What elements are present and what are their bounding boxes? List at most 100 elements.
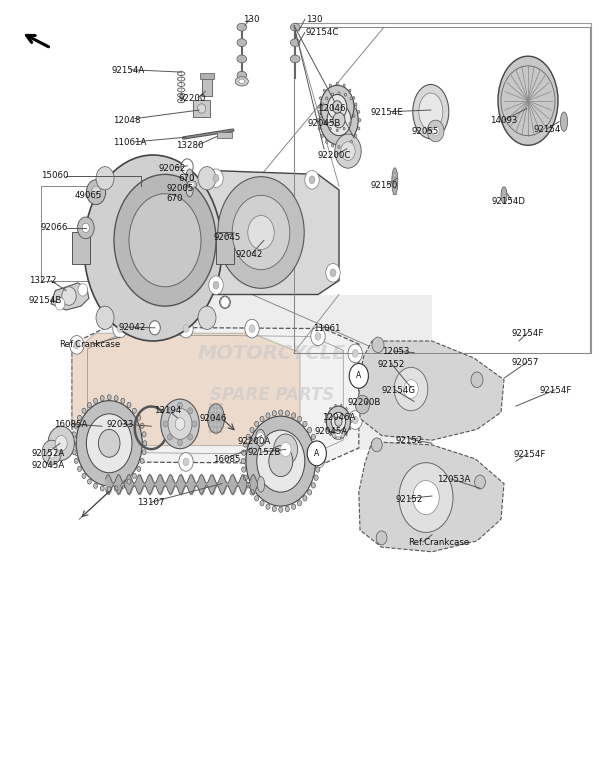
Circle shape bbox=[335, 437, 336, 439]
Circle shape bbox=[341, 405, 342, 406]
Circle shape bbox=[329, 127, 331, 130]
Circle shape bbox=[213, 281, 219, 289]
Ellipse shape bbox=[335, 431, 341, 436]
Text: 92152A: 92152A bbox=[31, 449, 64, 458]
Text: 16085A: 16085A bbox=[54, 420, 88, 429]
Circle shape bbox=[183, 458, 189, 466]
Bar bbox=[216, 232, 234, 264]
Circle shape bbox=[349, 413, 351, 415]
Ellipse shape bbox=[237, 55, 247, 63]
Circle shape bbox=[246, 434, 250, 439]
Circle shape bbox=[376, 531, 387, 545]
Ellipse shape bbox=[187, 181, 197, 188]
Circle shape bbox=[82, 408, 86, 413]
Circle shape bbox=[188, 434, 193, 440]
Circle shape bbox=[241, 459, 245, 463]
Circle shape bbox=[248, 215, 274, 250]
Circle shape bbox=[107, 394, 111, 400]
Bar bbox=[193, 100, 210, 117]
Circle shape bbox=[249, 325, 255, 332]
Circle shape bbox=[114, 395, 118, 401]
Circle shape bbox=[432, 126, 439, 136]
Circle shape bbox=[298, 501, 302, 506]
Circle shape bbox=[77, 415, 82, 420]
Circle shape bbox=[413, 480, 439, 515]
Circle shape bbox=[127, 479, 131, 484]
Circle shape bbox=[327, 105, 351, 136]
Ellipse shape bbox=[237, 23, 247, 31]
Circle shape bbox=[371, 438, 382, 452]
Text: 92154G: 92154G bbox=[382, 386, 416, 395]
Polygon shape bbox=[359, 341, 504, 440]
Circle shape bbox=[349, 363, 368, 388]
Text: 92154: 92154 bbox=[534, 125, 562, 134]
Circle shape bbox=[341, 437, 342, 439]
Circle shape bbox=[355, 134, 357, 137]
Circle shape bbox=[121, 398, 125, 403]
Circle shape bbox=[260, 501, 264, 506]
Circle shape bbox=[352, 416, 358, 424]
Circle shape bbox=[285, 411, 289, 416]
Circle shape bbox=[86, 414, 132, 473]
Bar bbox=[202, 77, 212, 96]
Text: 12046: 12046 bbox=[318, 104, 346, 113]
Circle shape bbox=[355, 103, 357, 106]
Circle shape bbox=[55, 298, 65, 310]
Circle shape bbox=[344, 93, 347, 96]
Circle shape bbox=[315, 455, 321, 463]
Circle shape bbox=[335, 405, 336, 406]
Ellipse shape bbox=[290, 55, 300, 63]
Circle shape bbox=[82, 474, 86, 478]
Circle shape bbox=[71, 437, 85, 456]
Circle shape bbox=[149, 321, 160, 335]
Circle shape bbox=[298, 416, 302, 422]
Circle shape bbox=[94, 398, 98, 403]
Circle shape bbox=[133, 408, 136, 413]
Ellipse shape bbox=[419, 93, 443, 130]
Circle shape bbox=[311, 434, 316, 439]
Ellipse shape bbox=[239, 79, 245, 84]
Circle shape bbox=[326, 428, 328, 430]
Circle shape bbox=[47, 447, 56, 458]
Circle shape bbox=[303, 496, 307, 501]
Circle shape bbox=[114, 174, 216, 306]
Circle shape bbox=[149, 321, 160, 335]
Circle shape bbox=[260, 416, 264, 422]
Circle shape bbox=[100, 486, 104, 491]
Circle shape bbox=[96, 167, 114, 190]
Text: 92057: 92057 bbox=[511, 358, 539, 367]
Circle shape bbox=[178, 402, 182, 408]
Circle shape bbox=[142, 432, 146, 437]
Circle shape bbox=[427, 120, 444, 142]
Circle shape bbox=[266, 413, 270, 419]
Circle shape bbox=[77, 467, 82, 471]
Circle shape bbox=[349, 89, 351, 91]
Circle shape bbox=[74, 341, 80, 349]
Circle shape bbox=[179, 319, 193, 338]
Circle shape bbox=[279, 410, 283, 415]
Circle shape bbox=[307, 441, 326, 466]
Circle shape bbox=[100, 395, 104, 401]
Circle shape bbox=[338, 92, 340, 95]
Circle shape bbox=[404, 380, 418, 398]
Ellipse shape bbox=[235, 77, 248, 86]
Circle shape bbox=[331, 93, 334, 96]
Circle shape bbox=[188, 408, 193, 414]
Circle shape bbox=[167, 434, 172, 440]
Circle shape bbox=[242, 467, 246, 472]
Circle shape bbox=[352, 350, 358, 357]
Polygon shape bbox=[72, 333, 300, 446]
Circle shape bbox=[292, 413, 296, 419]
Circle shape bbox=[330, 269, 336, 277]
Circle shape bbox=[77, 217, 94, 239]
Circle shape bbox=[279, 507, 283, 512]
Circle shape bbox=[113, 453, 127, 471]
Circle shape bbox=[343, 84, 345, 87]
Text: SPARE PARTS: SPARE PARTS bbox=[210, 386, 334, 405]
Circle shape bbox=[74, 423, 78, 429]
Text: 13107: 13107 bbox=[137, 498, 164, 508]
Text: 92033: 92033 bbox=[107, 420, 134, 429]
Circle shape bbox=[346, 408, 347, 409]
Circle shape bbox=[320, 85, 354, 129]
Polygon shape bbox=[72, 327, 359, 463]
